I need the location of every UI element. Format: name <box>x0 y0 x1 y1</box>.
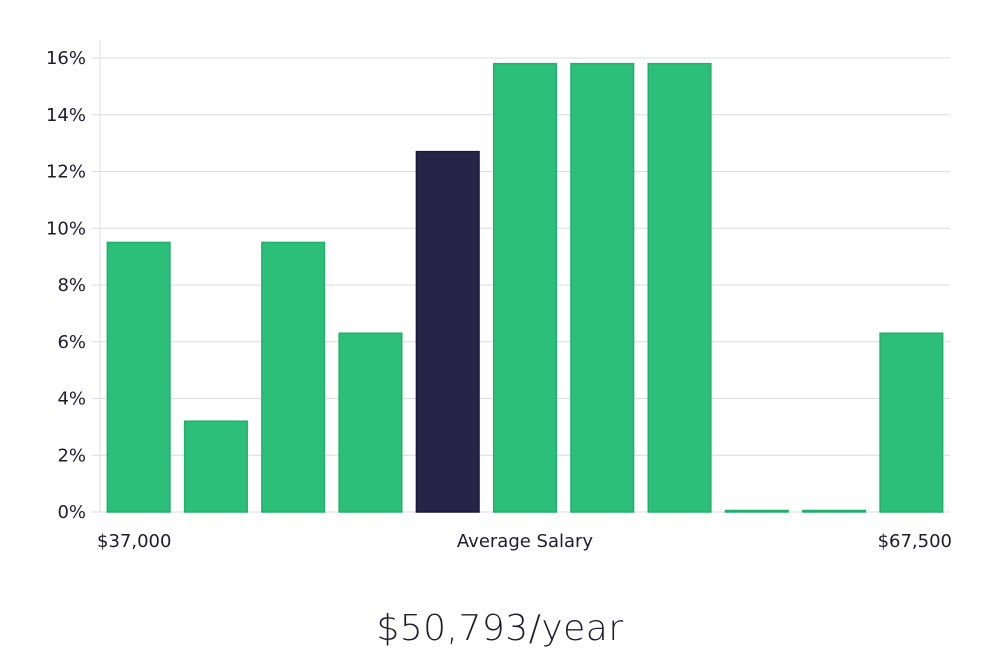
bar <box>106 241 171 513</box>
bar <box>879 332 944 513</box>
y-axis-ticks: 0% 2% 4% 6% 8% 10% 12% 14% 16% <box>46 48 100 523</box>
x-axis-title: Average Salary <box>457 531 594 552</box>
y-tick-label: 16% <box>46 48 86 69</box>
bar <box>183 420 248 513</box>
average-salary-caption: $50,793/year <box>376 608 624 649</box>
bar-highlighted <box>415 150 480 513</box>
bar <box>570 62 635 513</box>
y-tick-label: 12% <box>46 162 86 183</box>
bar <box>802 509 867 513</box>
bar <box>492 62 558 513</box>
bar <box>724 509 789 513</box>
y-tick-label: 0% <box>57 502 86 523</box>
bar <box>261 241 326 513</box>
bar <box>647 62 712 513</box>
y-tick-label: 2% <box>57 445 86 466</box>
y-tick-label: 6% <box>57 332 86 353</box>
bars <box>106 62 944 513</box>
y-tick-label: 10% <box>46 218 86 239</box>
salary-histogram-chart: 0% 2% 4% 6% 8% 10% 12% 14% 16% $37,000 Average S… <box>46 40 952 552</box>
y-tick-label: 14% <box>46 105 86 126</box>
x-max-label: $67,500 <box>878 531 952 552</box>
y-tick-label: 4% <box>57 389 86 410</box>
y-tick-label: 8% <box>57 275 86 296</box>
bar <box>338 332 403 513</box>
x-min-label: $37,000 <box>97 531 171 552</box>
